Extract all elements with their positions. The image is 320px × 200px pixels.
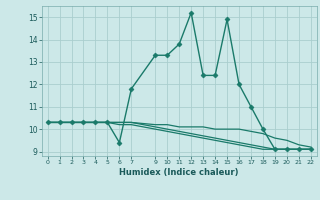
X-axis label: Humidex (Indice chaleur): Humidex (Indice chaleur)	[119, 168, 239, 177]
